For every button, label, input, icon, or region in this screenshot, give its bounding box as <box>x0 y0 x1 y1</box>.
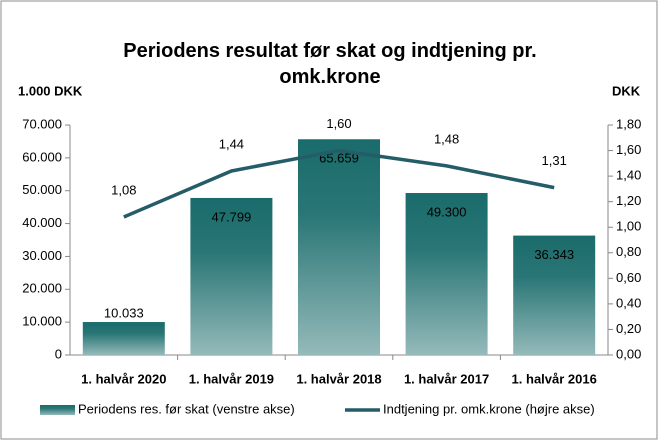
y-tick-label: 0 <box>55 346 62 361</box>
y2-tick-label: 1,00 <box>616 219 641 234</box>
line-value-label: 1,44 <box>219 136 244 151</box>
y-tick-label: 20.000 <box>22 281 62 296</box>
y-tick-label: 50.000 <box>22 182 62 197</box>
legend-label: Indtjening pr. omk.krone (højre akse) <box>383 401 595 416</box>
y-tick-label: 70.000 <box>22 116 62 131</box>
y-tick-label: 40.000 <box>22 215 62 230</box>
y2-tick-label: 1,60 <box>616 142 641 157</box>
y2-tick-label: 0,20 <box>616 321 641 336</box>
y2-tick-label: 0,60 <box>616 270 641 285</box>
line-value-label: 1,60 <box>326 116 351 131</box>
y2-axis-label: DKK <box>612 83 641 98</box>
line-value-label: 1,31 <box>542 153 567 168</box>
y-tick-label: 10.000 <box>22 314 62 329</box>
bar-value-label: 47.799 <box>212 209 252 224</box>
chart-title: Periodens resultat før skat og indtjenin… <box>123 40 537 88</box>
y2-tick-label: 0,00 <box>616 346 641 361</box>
legend-swatch <box>40 405 75 415</box>
line <box>123 148 555 219</box>
y2-tick-label: 1,20 <box>616 193 641 208</box>
y-axis-label: 1.000 DKK <box>18 83 83 98</box>
bar-value-label: 36.343 <box>534 247 574 262</box>
bar <box>513 235 596 355</box>
x-tick-label: 1. halvår 2020 <box>81 371 166 386</box>
line-value-label: 1,48 <box>434 131 459 146</box>
y2-tick-label: 0,40 <box>616 295 641 310</box>
bar <box>82 322 165 355</box>
bar <box>405 193 488 355</box>
bar-value-label: 10.033 <box>104 305 144 320</box>
line-value-label: 1,08 <box>111 182 136 197</box>
x-tick-label: 1. halvår 2017 <box>404 371 489 386</box>
y2-tick-label: 1,80 <box>616 116 641 131</box>
x-tick-label: 1. halvår 2018 <box>296 371 381 386</box>
x-tick-label: 1. halvår 2016 <box>512 371 597 386</box>
bar-value-label: 65.659 <box>319 151 359 166</box>
y2-tick-label: 0,80 <box>616 244 641 259</box>
y-tick-label: 30.000 <box>22 248 62 263</box>
bar-value-label: 49.300 <box>427 204 467 219</box>
x-tick-label: 1. halvår 2019 <box>189 371 274 386</box>
y2-tick-label: 1,40 <box>616 168 641 183</box>
y-tick-label: 60.000 <box>22 149 62 164</box>
legend-label: Periodens res. før skat (venstre akse) <box>78 401 295 416</box>
bar <box>298 139 380 355</box>
bar <box>190 197 273 355</box>
